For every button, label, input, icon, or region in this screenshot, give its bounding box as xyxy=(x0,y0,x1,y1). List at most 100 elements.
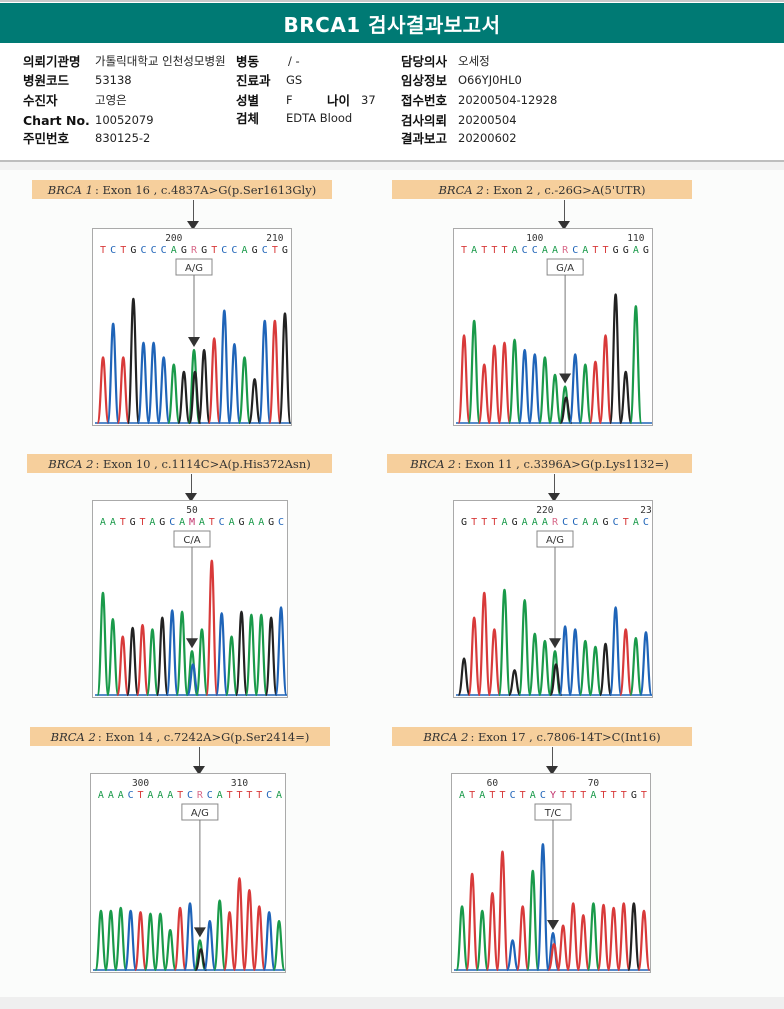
base-call: C xyxy=(572,517,578,528)
base-call: C xyxy=(510,790,516,801)
trace-peak-T xyxy=(516,905,530,972)
variant-marker-arrow-icon xyxy=(186,638,198,649)
trace-peak-G xyxy=(234,610,249,697)
base-call: C xyxy=(532,245,538,256)
info-value: O66YJ0HL0 xyxy=(458,73,522,87)
base-call: T xyxy=(560,790,566,801)
trace-peak-C xyxy=(203,920,217,972)
base-call: T xyxy=(246,790,252,801)
info-label: 임상정보 xyxy=(401,73,448,88)
info-value: EDTA Blood xyxy=(286,111,353,125)
trace-peak-A xyxy=(225,635,239,697)
down-arrow-icon xyxy=(548,493,560,502)
chromatogram-trace: 100 110 T A T T T A C C A A R C A T T G G A G G/A xyxy=(453,228,653,426)
base-call: C xyxy=(562,517,568,528)
base-call: R xyxy=(197,790,204,801)
trace-peak-T xyxy=(477,363,491,425)
base-call: R xyxy=(552,517,559,528)
variant-banner: BRCA 1: Exon 16 , c.4837A>G(p.Ser1613Gly… xyxy=(32,180,332,199)
trace-peak-A xyxy=(175,610,189,697)
genotype-label: A/G xyxy=(191,808,209,819)
trace-peak-G xyxy=(126,626,140,697)
variant-pointer-line xyxy=(198,747,200,767)
gene-name: BRCA 2 xyxy=(423,729,469,744)
base-call: T xyxy=(209,517,215,528)
base-call: C xyxy=(219,517,225,528)
trace-peak-A xyxy=(143,912,157,972)
trace-peak-G xyxy=(126,297,141,425)
trace-peak-A xyxy=(497,588,512,697)
trace-peak-C xyxy=(227,343,242,425)
trace-peak-A xyxy=(272,920,285,972)
base-call: C xyxy=(221,245,227,256)
down-arrow-icon xyxy=(185,493,197,502)
base-call: T xyxy=(499,790,505,801)
trace-peak-A xyxy=(96,591,110,697)
base-call: G xyxy=(268,517,274,528)
trace-peak-A xyxy=(455,905,469,972)
info-label: 검체 xyxy=(236,111,260,126)
trace-peak-T xyxy=(566,902,580,972)
trace-peak-C xyxy=(274,606,287,697)
trace-peak-G xyxy=(608,293,623,425)
trace-peak-A xyxy=(548,373,562,425)
info-label: 성별 xyxy=(236,93,260,108)
base-call: T xyxy=(211,245,217,256)
variant-pointer-line xyxy=(554,474,555,494)
base-call: C xyxy=(231,245,237,256)
section-divider xyxy=(0,160,784,162)
trace-peak-T xyxy=(485,891,500,972)
info-value: 고영은 xyxy=(95,93,127,107)
trace-peak-G xyxy=(264,616,278,697)
base-call: G xyxy=(643,245,649,256)
base-call: T xyxy=(227,790,233,801)
trace-peak-G xyxy=(197,348,211,425)
trace-peak-G xyxy=(194,948,208,972)
info-label: 진료과 xyxy=(236,73,271,88)
base-call: T xyxy=(236,790,242,801)
position-tick-label: 50 xyxy=(186,505,198,516)
trace-peak-G xyxy=(457,657,471,697)
trace-peak-A xyxy=(167,363,181,425)
trace-peak-A xyxy=(104,909,118,972)
info-label: 병동 xyxy=(236,54,260,69)
info-value: F xyxy=(286,93,293,107)
genotype-label: A/G xyxy=(185,263,203,274)
info-value: 가톨릭대학교 인천성모병원 xyxy=(95,54,226,68)
bottom-bar xyxy=(0,997,784,1009)
base-call: A xyxy=(512,245,518,256)
variant-marker-arrow-icon xyxy=(549,638,561,649)
base-call: T xyxy=(491,245,497,256)
base-call: A xyxy=(459,790,465,801)
gene-name: BRCA 2 xyxy=(50,729,96,744)
genotype-label: G/A xyxy=(556,263,574,274)
trace-peak-C xyxy=(639,631,652,697)
base-call: C xyxy=(522,245,528,256)
trace-peak-C xyxy=(528,353,542,425)
section-gap xyxy=(0,162,784,170)
trace-peak-T xyxy=(576,914,590,972)
position-tick-label: 310 xyxy=(231,778,248,789)
position-tick-label: 220 xyxy=(536,505,553,516)
trace-peak-T xyxy=(173,906,187,972)
trace-peak-G xyxy=(507,669,522,697)
chromatogram-svg: 60 70A T A T T C T A C Y T T T A T T T G TT/C xyxy=(454,778,650,972)
base-call: T xyxy=(272,245,278,256)
gene-name: BRCA 2 xyxy=(438,182,484,197)
down-arrow-icon xyxy=(192,766,205,775)
info-label: 수진자 xyxy=(23,93,58,108)
info-value: / - xyxy=(288,54,300,68)
trace-peak-A xyxy=(526,869,540,972)
trace-peak-A xyxy=(467,319,481,425)
trace-peak-A xyxy=(588,645,603,697)
base-call: T xyxy=(138,790,144,801)
info-value: 20200602 xyxy=(458,131,517,145)
base-call: A xyxy=(147,790,153,801)
trace-peak-C xyxy=(157,356,171,425)
position-tick-label: 70 xyxy=(588,778,600,789)
position-tick-label: 200 xyxy=(165,233,182,244)
trace-peak-G xyxy=(155,616,169,697)
base-call: A xyxy=(532,517,538,528)
